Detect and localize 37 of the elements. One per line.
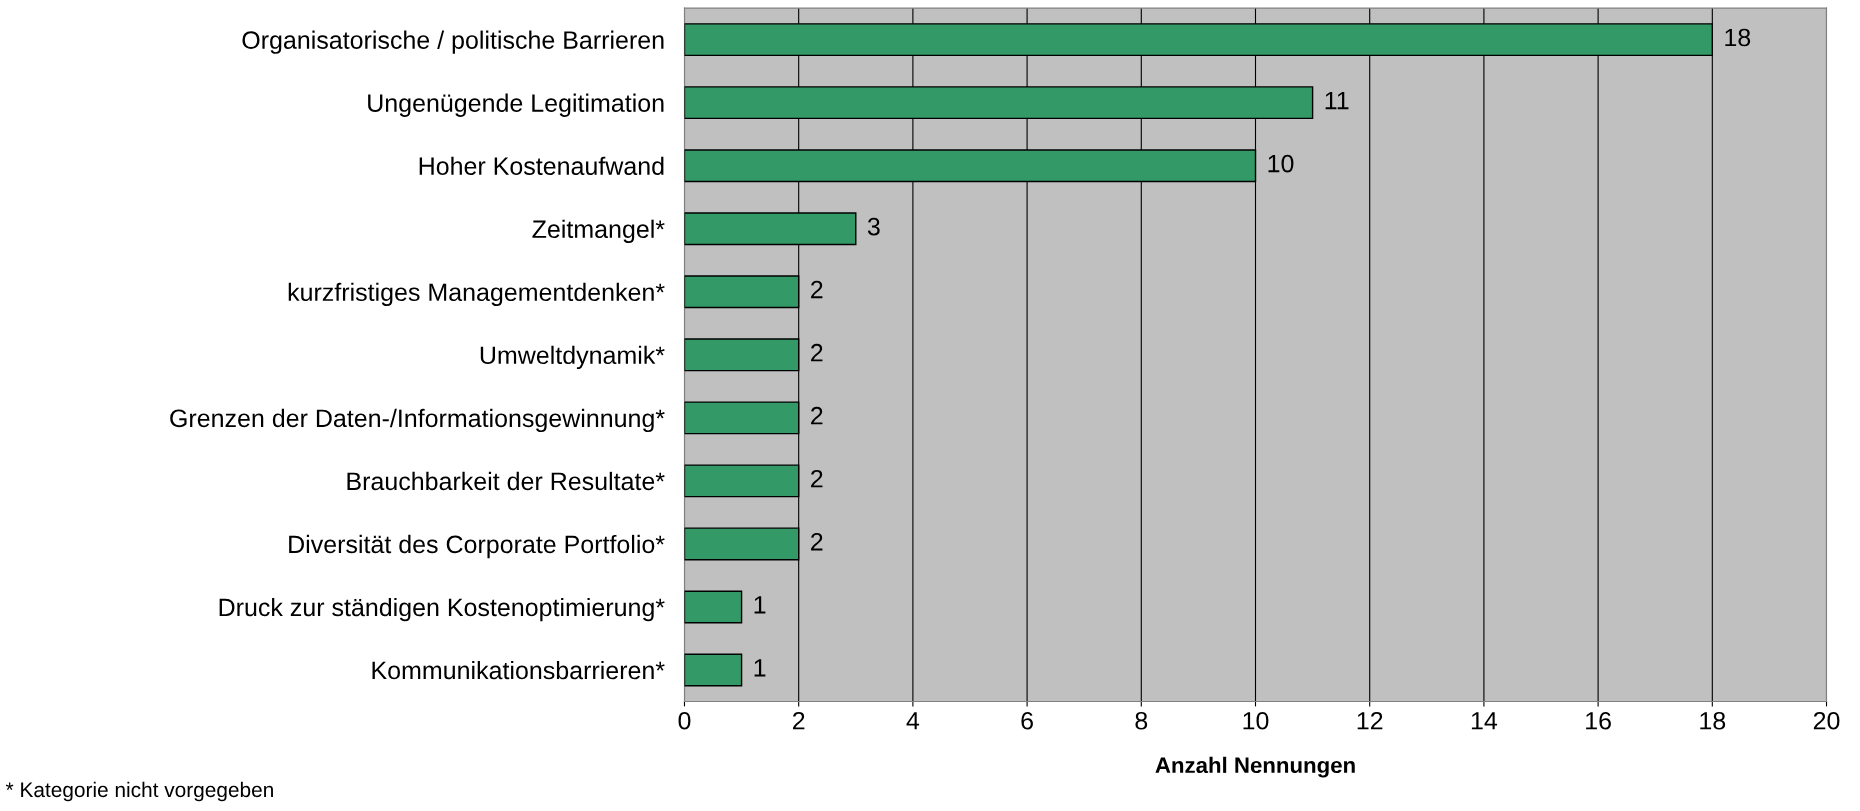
y-tick-label: Ungenügende Legitimation (368, 93, 664, 117)
x-tick-label: 20 (1813, 711, 1840, 730)
data-label: 2 (811, 469, 823, 488)
x-tick-label: 16 (1586, 711, 1611, 730)
x-tick-label: 6 (1021, 711, 1033, 730)
x-tick-label: 4 (906, 712, 920, 730)
bar (684, 653, 743, 687)
y-tick-label: Organisatorische / politische Barrieren (242, 30, 664, 54)
data-label: 2 (811, 343, 823, 362)
text: * Kategorie nicht vorgegeben (5, 781, 273, 802)
y-tick-label: Diversität des Corporate Portfolio* (289, 534, 665, 559)
y-tick-label: Zeitmangel* (532, 219, 665, 243)
y-tick-label: Grenzen der Daten-/Informationsgewinnung* (170, 408, 665, 433)
data-label: 18 (1725, 28, 1751, 47)
y-tick-label: Druck zur ständigen Kostenoptimierung* (219, 597, 665, 622)
data-label: 11 (1325, 91, 1349, 110)
data-label: 3 (867, 217, 880, 236)
x-tick-label: 2 (792, 711, 805, 730)
data-label: 2 (811, 280, 823, 299)
data-label: 1 (754, 596, 766, 614)
data-label: 2 (811, 406, 823, 425)
data-label: 2 (811, 532, 823, 551)
x-axis-title: Anzahl Nennungen (1155, 756, 1355, 778)
y-tick-label: Brauchbarkeit der Resultate* (347, 471, 665, 491)
y-tick-label: Umweltdynamik* (480, 345, 665, 370)
x-tick-label: 14 (1471, 712, 1498, 730)
data-label: 1 (754, 659, 766, 677)
bar (684, 590, 743, 624)
x-tick-label: 18 (1700, 711, 1726, 730)
x-tick-label: 8 (1135, 711, 1148, 730)
x-tick-label: 0 (678, 711, 691, 730)
x-tick-label: 12 (1357, 711, 1383, 730)
x-tick-label: 10 (1243, 711, 1269, 730)
y-tick-label: Kommunikationsbarrieren* (372, 660, 665, 680)
y-tick-label: Hoher Kostenaufwand (419, 156, 664, 176)
y-tick-label: kurzfristiges Managementdenken* (288, 282, 665, 307)
data-label: 10 (1268, 154, 1294, 173)
